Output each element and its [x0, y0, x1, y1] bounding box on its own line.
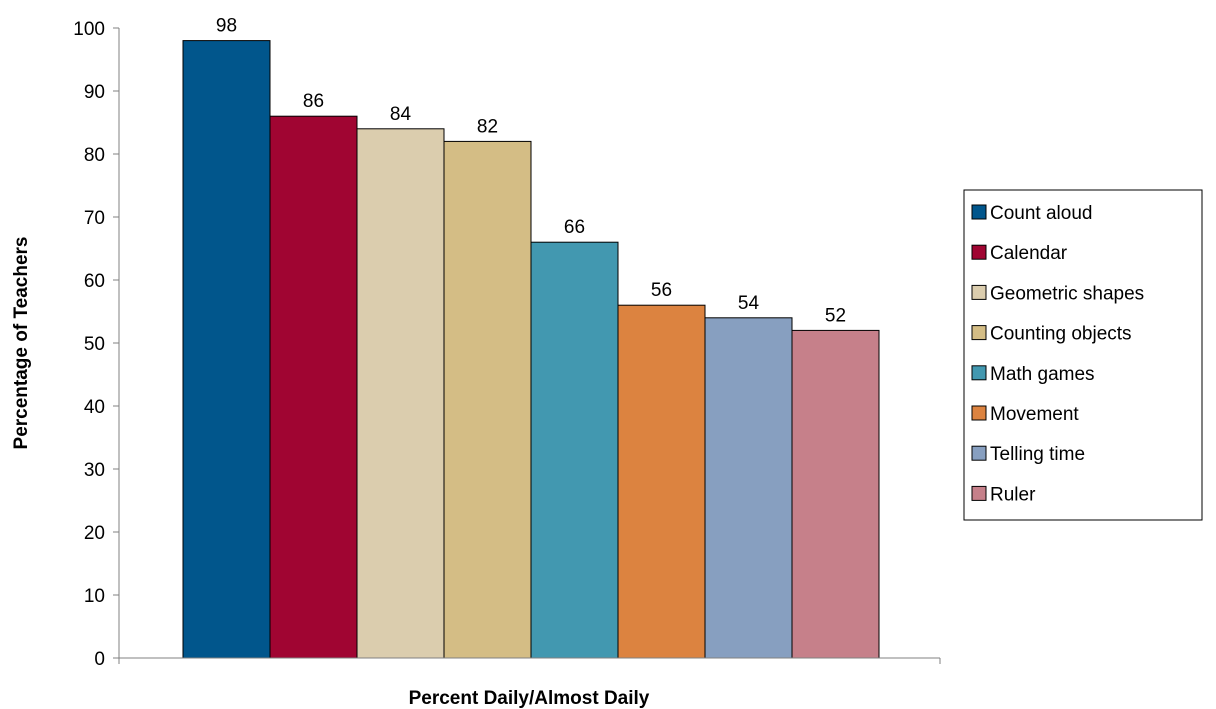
x-axis-title: Percent Daily/Almost Daily [409, 688, 650, 709]
bar-calendar [269, 115, 358, 659]
y-tick-label: 100 [73, 19, 105, 40]
bar-count-aloud [182, 40, 271, 659]
bar-math-games [530, 241, 619, 659]
legend-label-movement: Movement [990, 404, 1079, 425]
legend-swatch-telling-time [971, 445, 987, 461]
legend-label-counting-objects: Counting objects [990, 324, 1132, 345]
data-label-telling-time: 54 [738, 293, 760, 314]
legend-label-calendar: Calendar [990, 243, 1068, 264]
data-label-movement: 56 [651, 280, 672, 301]
data-labels-group: 98 86 84 82 66 56 54 52 [216, 16, 846, 327]
legend-label-count-aloud: Count aloud [990, 203, 1092, 224]
bar-counting-objects [443, 140, 532, 659]
legend-label-geometric-shapes: Geometric shapes [990, 283, 1144, 304]
bars-group [182, 40, 880, 659]
data-label-geometric-shapes: 84 [390, 104, 412, 125]
y-tick-label: 80 [84, 145, 105, 166]
legend-label-ruler: Ruler [990, 484, 1036, 505]
y-axis-ticks: 0 10 20 30 40 50 60 70 80 90 100 [73, 19, 941, 670]
y-tick-label: 20 [84, 523, 105, 544]
legend-swatch-count-aloud [971, 204, 987, 220]
bar-telling-time [704, 317, 793, 659]
legend-label-telling-time: Telling time [990, 444, 1085, 465]
legend-swatch-counting-objects [971, 325, 987, 341]
legend-swatch-ruler [971, 485, 987, 501]
y-tick-label: 10 [84, 586, 105, 607]
legend-swatch-calendar [971, 244, 987, 260]
legend-label-math-games: Math games [990, 364, 1095, 385]
y-tick-label: 90 [84, 82, 105, 103]
legend-swatch-geometric-shapes [971, 284, 987, 300]
y-tick-label: 50 [84, 334, 105, 355]
y-tick-label: 60 [84, 271, 105, 292]
legend-swatch-movement [971, 405, 987, 421]
data-label-ruler: 52 [825, 305, 846, 326]
legend-items: Count aloud Calendar Geometric shapes Count… [971, 203, 1144, 505]
bar-geometric-shapes [356, 128, 445, 659]
data-label-calendar: 86 [303, 91, 324, 112]
y-tick-label: 70 [84, 208, 105, 229]
legend: Count aloud Calendar Geometric shapes Count… [963, 189, 1203, 521]
bar-movement [617, 304, 706, 659]
y-tick-label: 0 [94, 649, 105, 670]
data-label-math-games: 66 [564, 217, 585, 238]
legend-box [963, 189, 1203, 521]
y-tick-label: 40 [84, 397, 105, 418]
bar-ruler [791, 329, 880, 659]
legend-swatch-math-games [971, 365, 987, 381]
y-tick-label: 30 [84, 460, 105, 481]
data-label-count-aloud: 98 [216, 16, 237, 37]
data-label-counting-objects: 82 [477, 116, 498, 137]
y-axis-title: Percentage of Teachers [11, 237, 32, 450]
